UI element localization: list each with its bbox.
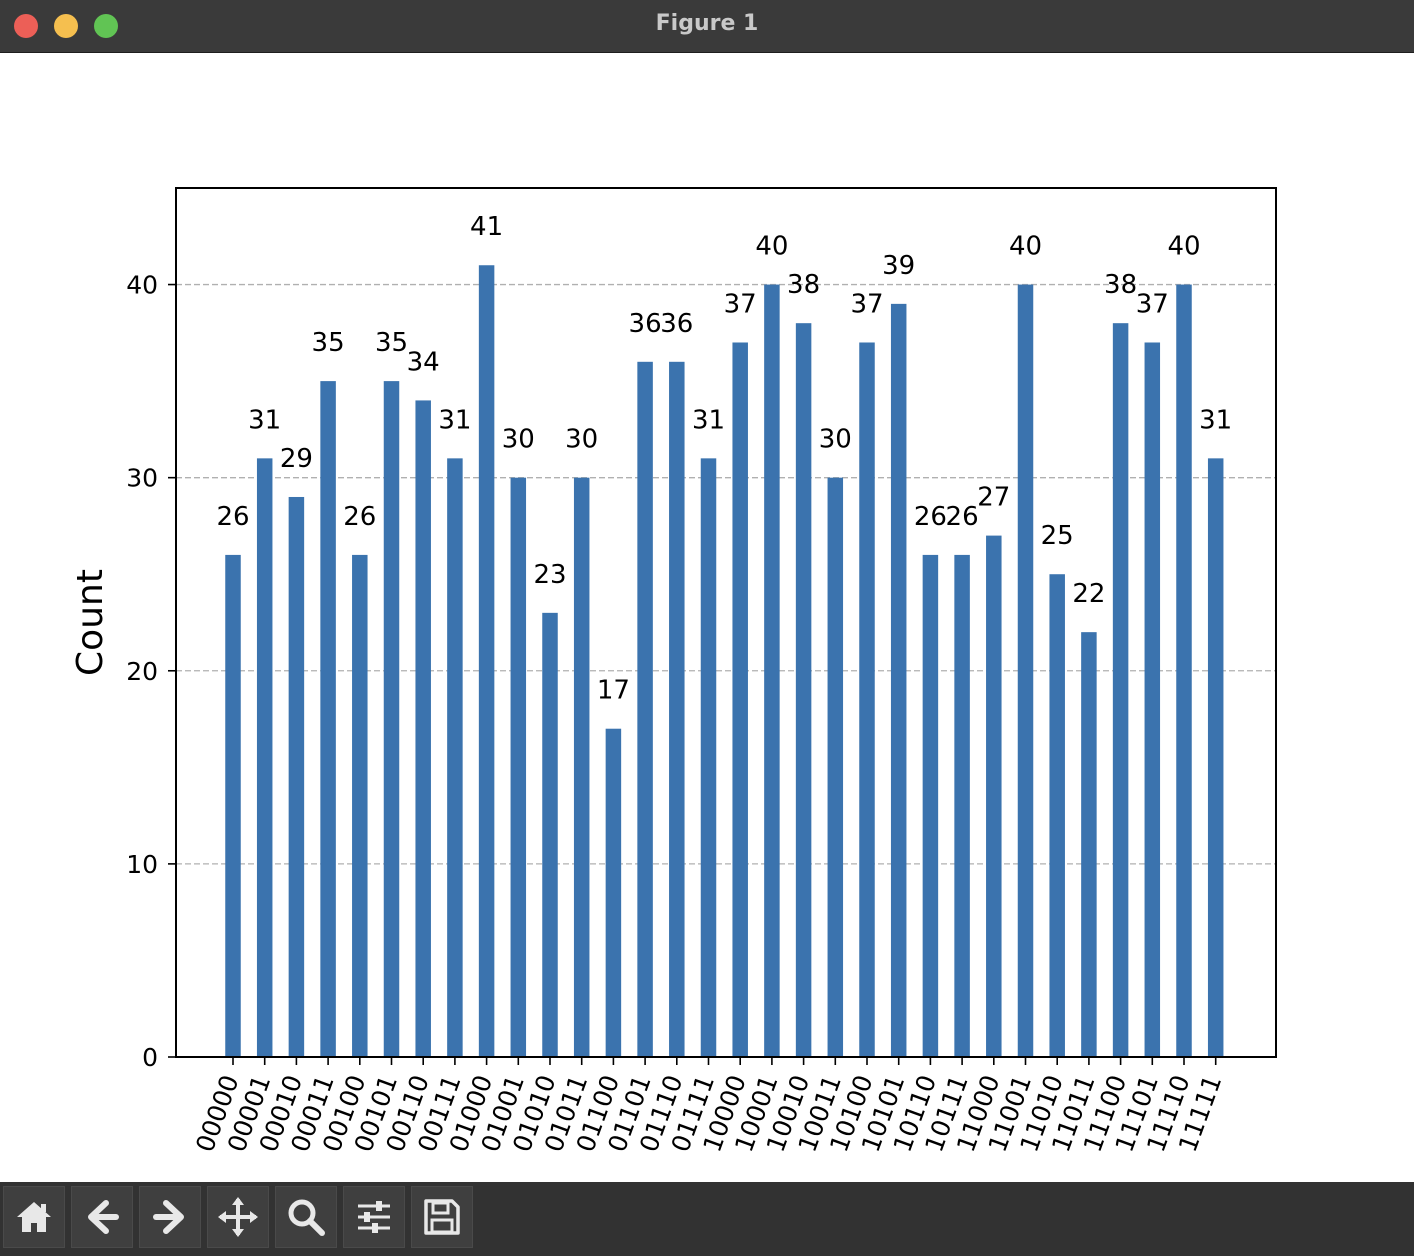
bar: [890, 303, 907, 1057]
bar: [478, 265, 495, 1057]
bar: [1049, 574, 1065, 1057]
data-label: 29: [280, 444, 313, 474]
data-label: 27: [977, 483, 1010, 513]
data-label: 38: [1104, 270, 1137, 300]
y-tick-label: 30: [126, 464, 158, 493]
bar: [827, 477, 844, 1058]
arrow-left-icon: [88, 1200, 119, 1234]
bar: [764, 284, 780, 1057]
bar: [383, 381, 400, 1058]
y-tick-label: 10: [126, 850, 158, 879]
bar: [954, 554, 970, 1057]
bar: [256, 458, 273, 1057]
back-button[interactable]: [71, 1186, 133, 1248]
data-label: 30: [502, 425, 535, 455]
forward-button[interactable]: [139, 1186, 201, 1248]
data-label: 34: [407, 347, 440, 377]
data-label: 30: [819, 425, 852, 455]
data-label: 31: [248, 405, 281, 435]
data-label: 36: [629, 309, 662, 339]
minimize-window-button[interactable]: [54, 14, 78, 38]
bar: [415, 400, 431, 1057]
bar: [795, 323, 812, 1058]
bar: [700, 458, 717, 1057]
save-button[interactable]: [411, 1186, 473, 1248]
data-label: 35: [375, 328, 408, 358]
bar: [605, 728, 622, 1057]
bar: [732, 342, 748, 1057]
data-label: 30: [565, 425, 598, 455]
bar: [669, 361, 685, 1057]
home-icon: [17, 1202, 51, 1232]
bar: [352, 554, 368, 1057]
magnifier-icon: [288, 1199, 325, 1236]
title-bar: Figure 1: [0, 0, 1414, 53]
data-label: 39: [882, 251, 915, 281]
bar: [1207, 458, 1224, 1057]
bar: [859, 342, 875, 1057]
data-label: 31: [692, 405, 725, 435]
bar-chart: 2631293526353431413023301736363137403830…: [70, 187, 1277, 1156]
bar: [1017, 284, 1034, 1057]
figure-canvas: 26 31 29 35 26 35 34 31 41 30 23 30 17 36 36 31 37 40 38 30…: [0, 53, 1414, 1182]
bar: [1144, 342, 1161, 1057]
data-label: 40: [1167, 232, 1200, 262]
arrow-right-icon: [153, 1200, 184, 1234]
navigation-toolbar: [0, 1182, 1414, 1256]
configure-subplots-button[interactable]: [343, 1186, 405, 1248]
y-tick-label: 0: [142, 1043, 158, 1072]
data-label: 26: [946, 502, 979, 532]
maximize-window-button[interactable]: [94, 14, 118, 38]
bar: [542, 612, 558, 1057]
data-label: 23: [533, 560, 566, 590]
bar: [447, 458, 463, 1057]
bar: [225, 554, 241, 1057]
data-label: 31: [1199, 405, 1232, 435]
y-tick-label: 20: [126, 657, 158, 686]
bar: [1081, 632, 1097, 1057]
data-label: 37: [850, 289, 883, 319]
axes-frame: [175, 187, 1277, 1058]
bar: [288, 496, 305, 1057]
move-icon: [218, 1197, 258, 1237]
data-label: 17: [597, 676, 630, 706]
bar: [637, 361, 653, 1057]
bar: [510, 477, 527, 1058]
data-label: 37: [724, 289, 757, 319]
pan-button[interactable]: [207, 1186, 269, 1248]
bar: [986, 535, 1002, 1057]
sliders-icon: [358, 1201, 390, 1233]
zoom-button[interactable]: [275, 1186, 337, 1248]
bar: [573, 477, 590, 1058]
y-axis-label: Count: [70, 569, 111, 676]
data-label: 40: [755, 232, 788, 262]
data-label: 31: [438, 405, 471, 435]
data-label: 38: [787, 270, 820, 300]
data-label: 26: [216, 502, 249, 532]
data-label: 26: [343, 502, 376, 532]
bar: [922, 554, 939, 1057]
bar: [320, 381, 336, 1058]
window-title: Figure 1: [655, 11, 759, 36]
floppy-disk-icon: [424, 1199, 460, 1235]
data-label: 40: [1009, 232, 1042, 262]
data-label: 41: [470, 212, 503, 242]
data-label: 37: [1136, 289, 1169, 319]
data-label: 26: [914, 502, 947, 532]
close-window-button[interactable]: [14, 14, 38, 38]
data-label: 36: [660, 309, 693, 339]
data-label: 35: [312, 328, 345, 358]
data-label: 22: [1072, 579, 1105, 609]
y-tick-label: 40: [126, 271, 158, 300]
bar: [1176, 284, 1192, 1057]
bar: [1112, 323, 1129, 1058]
home-button[interactable]: [3, 1186, 65, 1248]
data-label: 25: [1041, 521, 1074, 551]
